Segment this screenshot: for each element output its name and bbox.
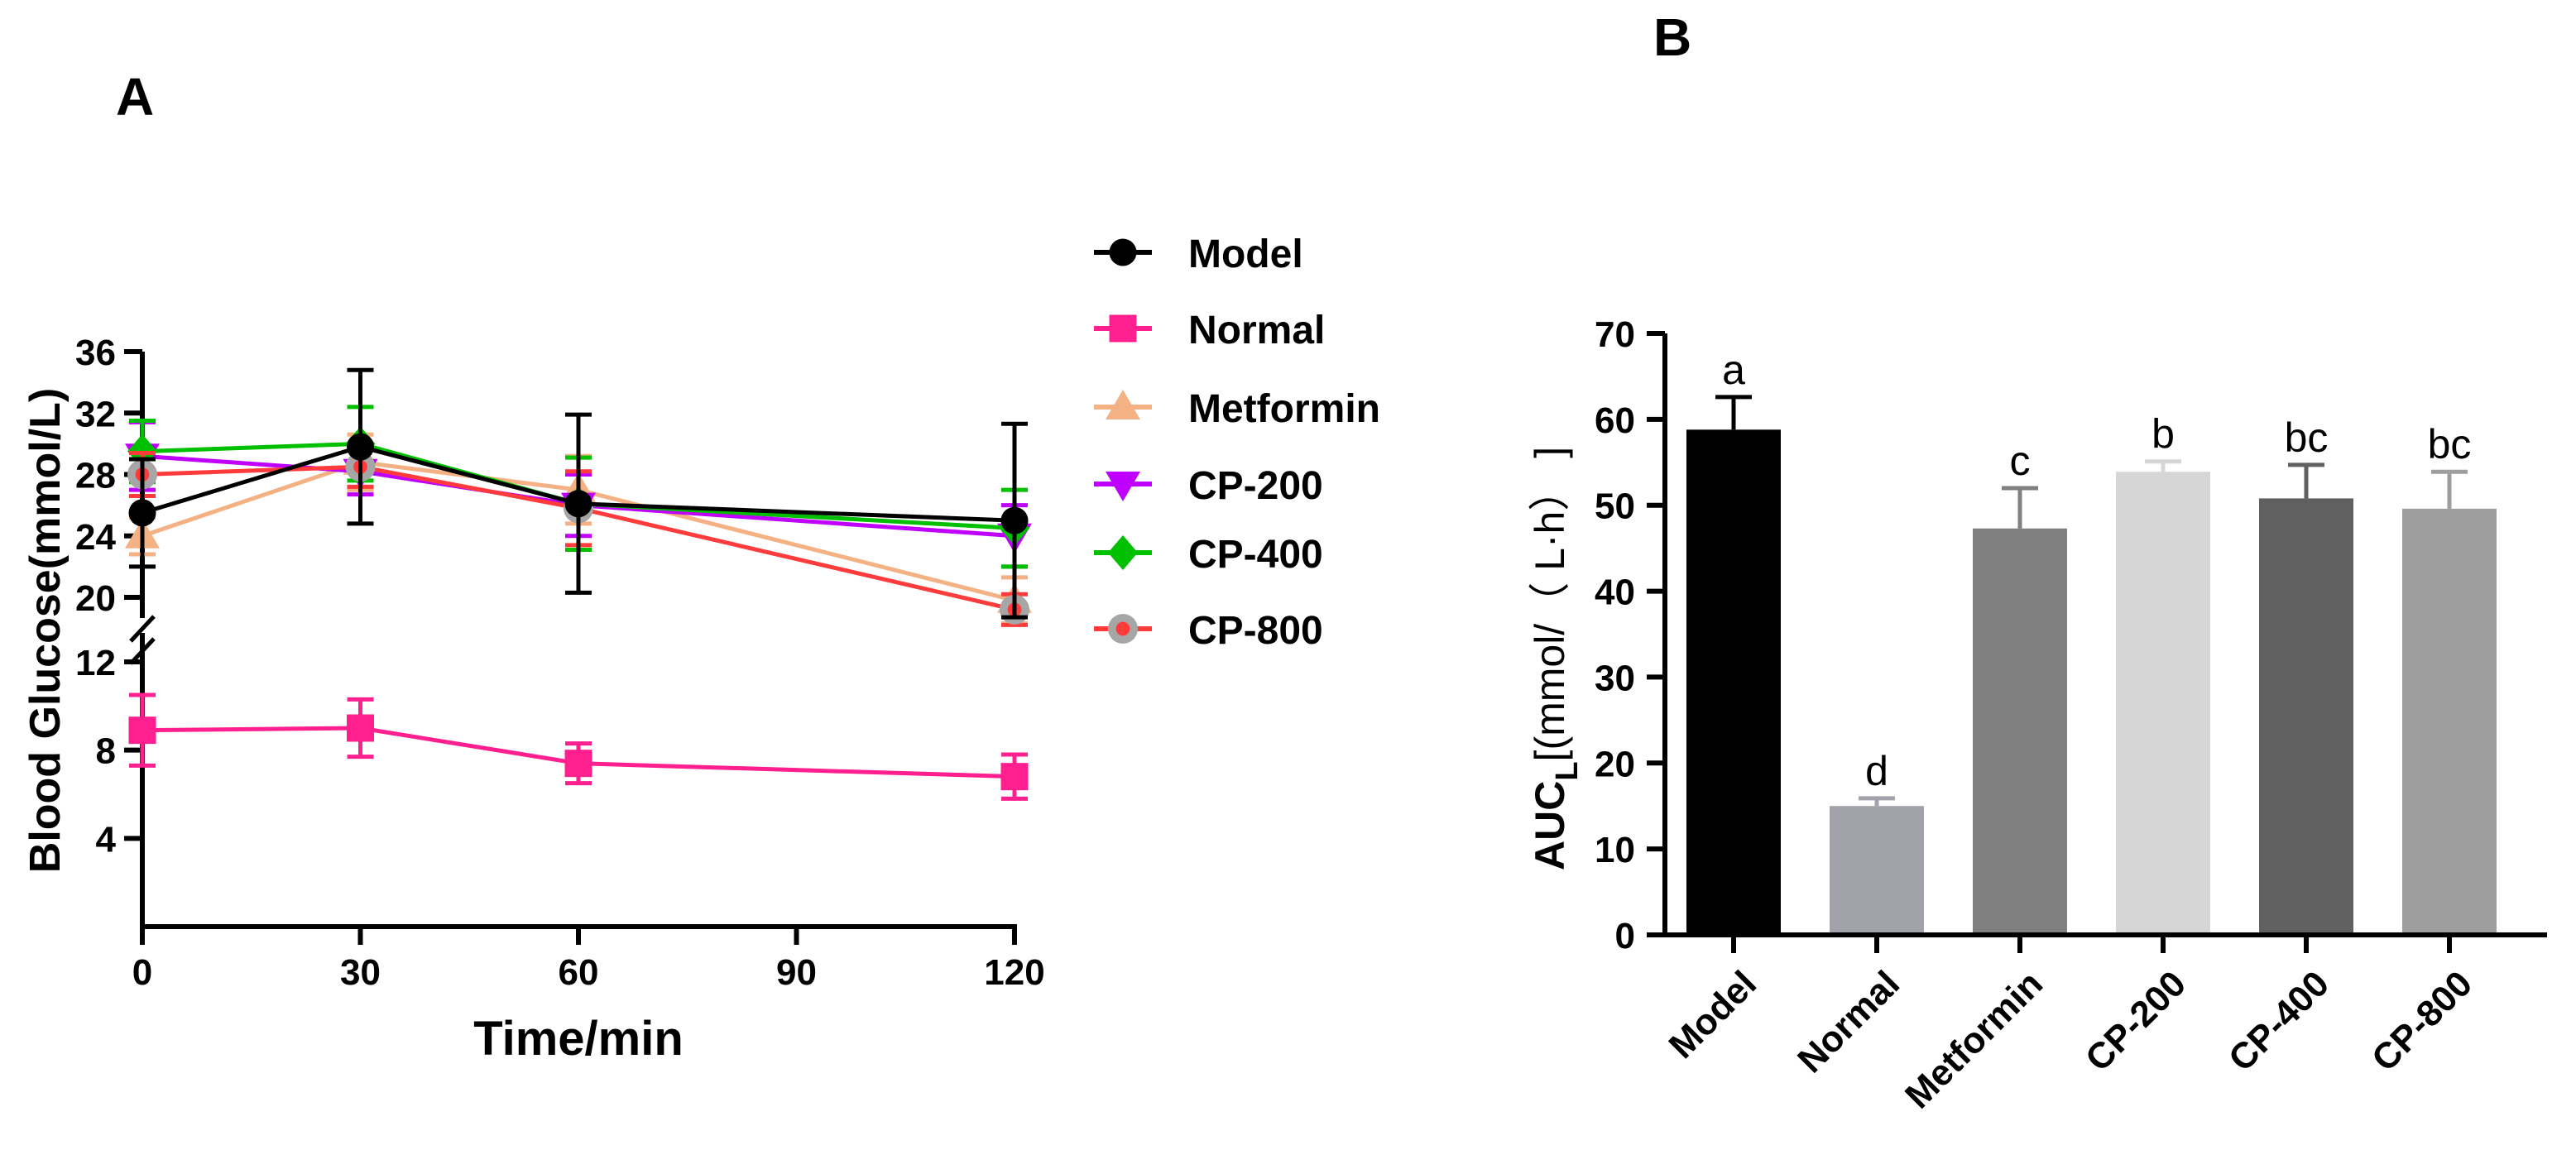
y-axis-title: Blood Glucose(mmol/L) [22,388,70,873]
x-tick-label: CP-800 [2364,963,2480,1079]
y-tick-label: 32 [75,394,116,434]
data-point-marker [1000,506,1029,534]
series-model [128,367,1029,620]
y-tick-label: 70 [1595,314,1635,355]
significance-label: bc [2285,414,2329,461]
series-normal [128,692,1029,801]
y-tick-label: 8 [96,731,116,772]
significance-label: a [1722,347,1745,393]
significance-label: b [2151,411,2175,458]
legend-label: CP-400 [1188,533,1323,577]
data-point-marker [1106,390,1140,419]
data-point-marker [128,499,156,527]
x-tick-label: 90 [776,952,817,993]
bar [2402,508,2497,935]
y-tick-label: 10 [1595,830,1635,870]
y-tick-label: 36 [75,333,116,373]
y-tick-label: 12 [75,643,116,683]
series-line [142,464,1015,612]
x-tick-label: CP-400 [2221,963,2337,1079]
data-point-marker [347,714,374,742]
x-tick-label: 30 [340,952,381,993]
data-point-marker [347,433,374,461]
y-tick-label: 28 [75,456,116,496]
data-point-marker [1115,621,1130,636]
y-tick-label: 50 [1595,486,1635,527]
significance-label: c [2010,438,2031,484]
legend-item-cp-400: CP-400 [1094,533,1323,577]
axis-break-mark [129,615,156,643]
bar [1830,806,1924,935]
x-tick-label: Model [1662,963,1765,1066]
data-point-marker [1109,314,1137,343]
y-tick-label: 24 [75,517,116,558]
auc-bar-chart: a Model d Normal c Metformin b CP-200 bc CP-400 bc… [1527,314,2547,1116]
x-tick-label: Normal [1790,963,1907,1081]
x-tick-label: 0 [132,952,152,993]
bar-group-metformin: c [1973,438,2067,935]
x-tick-label: 120 [984,952,1044,993]
series-line [142,444,1015,523]
legend-item-cp-800: CP-800 [1094,609,1323,653]
legend-label: CP-200 [1188,464,1323,508]
panel-b-label: B [1653,7,1692,67]
x-tick-label: CP-200 [2078,963,2194,1079]
panel-a-label: A [116,67,155,127]
legend-label: Normal [1188,309,1325,352]
y-tick-label: 4 [96,819,117,860]
data-point-marker [1109,238,1137,266]
significance-label: d [1865,748,1888,794]
legend-label: Model [1188,232,1303,276]
data-point-marker [1000,763,1029,791]
y-axis-title: AUCL[(mmol/（ L·h） ] [1527,447,1585,870]
legend-item-cp-200: CP-200 [1094,464,1323,508]
data-point-marker [1106,472,1140,501]
blood-glucose-line-chart: 4 8 12 20 24 28 32 36 0 30 60 90 120 Time/min Blood Gl… [22,232,1380,1066]
data-point-marker [564,750,592,778]
bar [1973,528,2067,935]
y-tick-label: 20 [1595,744,1635,784]
y-tick-label: 0 [1615,916,1635,956]
y-tick-label: 40 [1595,573,1635,613]
x-tick-label: 60 [559,952,599,993]
x-tick-label: Metformin [1897,963,2051,1116]
legend: Model Normal Metformin CP-200 CP-400 CP-800 [1094,232,1380,653]
y-tick-label: 30 [1595,658,1635,698]
bar [2116,472,2210,935]
bar-group-model: a [1686,347,1781,935]
x-axis-title: Time/min [473,1012,684,1066]
data-point-marker [128,716,156,745]
significance-label: bc [2428,421,2472,467]
legend-label: Metformin [1188,387,1380,431]
legend-item-normal: Normal [1094,309,1325,352]
y-tick-label: 60 [1595,400,1635,441]
bar-group-cp-800: bc [2402,421,2497,935]
data-point-marker [564,490,592,518]
bar-group-normal: d [1830,748,1924,935]
bar [2259,498,2353,935]
legend-item-model: Model [1094,232,1303,276]
legend-label: CP-800 [1188,609,1323,653]
y-tick-label: 20 [75,578,116,619]
series-line [142,726,1015,779]
bar-group-cp-200: b [2116,411,2210,935]
bar [1686,429,1781,935]
legend-item-metformin: Metformin [1094,387,1380,431]
data-point-marker [1108,535,1138,570]
bar-group-cp-400: bc [2259,414,2353,935]
